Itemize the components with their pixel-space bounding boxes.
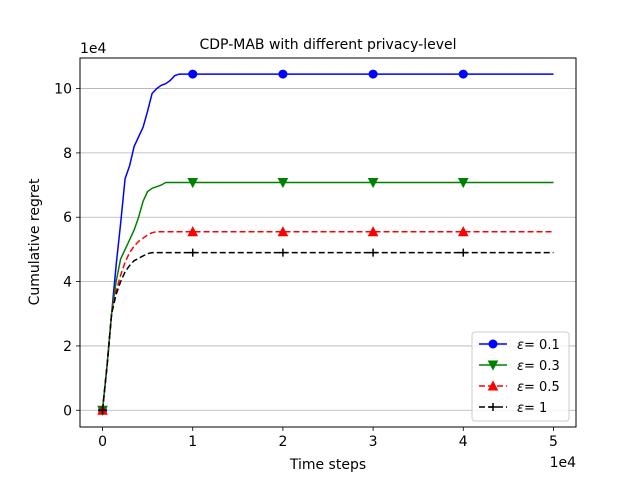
legend-marker — [489, 403, 497, 411]
x-axis-title: Time steps — [289, 457, 366, 473]
data-point — [457, 226, 469, 237]
x-tick-label: 4 — [459, 434, 468, 450]
series-line — [101, 73, 554, 411]
y-tick-label: 6 — [63, 210, 72, 226]
series-lines — [97, 69, 554, 416]
x-axis-ticks: 0 1 2 3 4 5 — [98, 427, 558, 450]
legend-label: ε= 0.1 — [517, 338, 560, 353]
data-point — [369, 248, 378, 257]
legend-symbol: ε — [517, 401, 524, 416]
y-axis-scale-label: 1e4 — [80, 41, 107, 57]
data-point — [278, 69, 288, 79]
y-tick-label: 2 — [63, 339, 72, 355]
data-point — [277, 178, 289, 189]
legend: ε= 0.1ε= 0.3ε= 0.5ε= 1 — [471, 331, 570, 422]
data-point — [367, 178, 379, 189]
x-axis-scale-label: 1e4 — [550, 455, 577, 471]
data-point — [457, 178, 469, 189]
series-4 — [98, 248, 554, 415]
plot-area-frame — [79, 57, 577, 428]
data-point — [458, 69, 468, 79]
y-axis-ticks: 0 2 4 6 8 10 — [54, 82, 80, 419]
chart-title: CDP-MAB with different privacy-level — [200, 37, 457, 53]
series-line — [101, 181, 554, 411]
legend-value: = 1 — [524, 401, 547, 416]
legend-marker — [487, 360, 499, 371]
legend-entry: ε= 0.3 — [479, 359, 560, 374]
y-tick-label: 0 — [63, 403, 72, 419]
y-tick-label: 8 — [63, 146, 72, 162]
legend-entry: ε= 1 — [479, 401, 547, 416]
data-point — [187, 226, 199, 237]
legend-label: ε= 1 — [517, 401, 547, 416]
data-point — [188, 69, 198, 79]
legend-marker — [488, 339, 498, 349]
x-tick-label: 1 — [188, 434, 197, 450]
data-point — [368, 69, 378, 79]
legend-entry: ε= 0.5 — [479, 380, 560, 395]
x-tick-label: 3 — [369, 434, 378, 450]
legend-symbol: ε — [517, 359, 524, 374]
legend-frame — [471, 331, 570, 422]
legend-value: = 0.5 — [524, 380, 560, 395]
x-tick-label: 5 — [549, 434, 558, 450]
series-line — [101, 251, 554, 411]
y-axis-title: Cumulative regret — [27, 178, 43, 305]
legend-value: = 0.1 — [524, 338, 560, 353]
y-tick-label: 4 — [63, 275, 72, 291]
legend-marker — [487, 380, 499, 391]
x-tick-label: 2 — [278, 434, 287, 450]
data-point — [187, 178, 199, 189]
y-tick-label: 10 — [54, 82, 72, 98]
x-tick-label: 0 — [98, 434, 107, 450]
data-point — [278, 248, 287, 257]
data-point — [459, 248, 468, 257]
legend-label: ε= 0.3 — [517, 359, 560, 374]
legend-label: ε= 0.5 — [517, 380, 560, 395]
legend-entry: ε= 0.1 — [479, 338, 560, 353]
legend-symbol: ε — [517, 380, 524, 395]
data-point — [98, 406, 107, 415]
data-point — [277, 226, 289, 237]
grid-lines — [80, 88, 576, 411]
legend-value: = 0.3 — [524, 359, 560, 374]
data-point — [188, 248, 197, 257]
legend-symbol: ε — [517, 338, 524, 353]
data-point — [367, 226, 379, 237]
